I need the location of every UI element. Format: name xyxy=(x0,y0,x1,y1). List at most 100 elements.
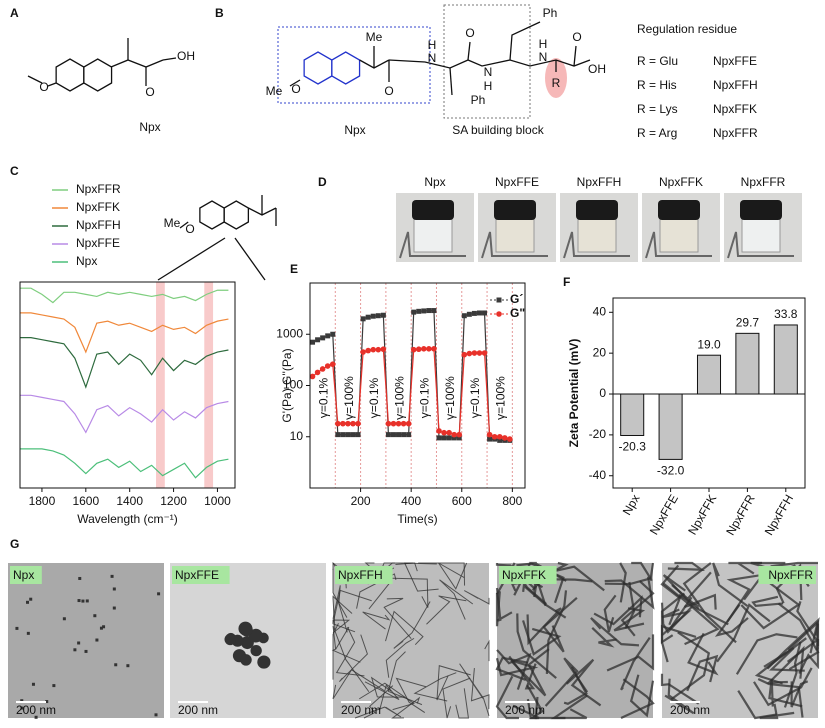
ring xyxy=(83,58,113,92)
fiber xyxy=(606,634,655,672)
marker xyxy=(471,310,477,316)
panel-label: C xyxy=(10,164,19,178)
atom-label: H xyxy=(428,38,437,52)
marker xyxy=(491,433,498,440)
marker xyxy=(471,350,478,356)
scale-bar-label: 200 nm xyxy=(670,703,710,717)
x-tick-label: 400 xyxy=(401,494,421,508)
marker xyxy=(487,436,493,442)
particle xyxy=(26,631,30,635)
fiber xyxy=(392,577,429,608)
vial-stand xyxy=(481,231,548,259)
atom-label: OH xyxy=(588,62,606,76)
marker xyxy=(476,350,483,356)
x-tick-label: 800 xyxy=(502,494,522,508)
particle xyxy=(85,599,89,603)
panel-label: F xyxy=(563,275,570,289)
marker xyxy=(456,431,463,438)
bar xyxy=(658,393,683,460)
fiber xyxy=(464,590,490,605)
fiber xyxy=(670,631,711,701)
fiber xyxy=(391,696,421,719)
atom-label: N xyxy=(428,51,437,65)
fiber xyxy=(522,620,562,656)
fiber xyxy=(619,562,627,603)
residue-highlight xyxy=(545,58,567,98)
vial-stand xyxy=(727,231,794,259)
marker xyxy=(446,435,452,441)
fiber xyxy=(786,601,819,663)
particle xyxy=(20,699,24,703)
image-label-bg xyxy=(499,566,557,584)
marker xyxy=(406,432,412,438)
fiber xyxy=(511,648,550,697)
fiber xyxy=(364,681,400,711)
atom-label: N xyxy=(539,50,548,64)
fiber xyxy=(550,694,588,720)
bar xyxy=(696,354,722,395)
image-label-bg xyxy=(335,566,393,584)
marker xyxy=(400,420,407,427)
fiber xyxy=(354,706,402,719)
fiber xyxy=(683,593,717,610)
atom-label: O xyxy=(572,30,581,44)
tem-image xyxy=(8,563,164,718)
image-label: Npx xyxy=(13,568,34,582)
annotation: γ=100% xyxy=(494,376,508,420)
y-axis-label: Zeta Potential (mV) xyxy=(567,339,581,448)
atom-label: Me xyxy=(266,84,283,98)
aggregate xyxy=(240,623,253,637)
legend-marker xyxy=(496,311,502,317)
marker xyxy=(390,420,397,427)
bond xyxy=(573,45,577,67)
marker xyxy=(335,420,341,427)
fiber xyxy=(753,667,813,707)
sa-box xyxy=(443,4,531,119)
legend-label: G" xyxy=(510,306,525,320)
marker xyxy=(446,429,452,436)
fiber xyxy=(533,574,547,607)
marker xyxy=(431,308,437,314)
marker xyxy=(451,435,457,441)
marker xyxy=(496,433,503,440)
marker xyxy=(390,432,396,438)
panel-label: A xyxy=(10,6,19,20)
bond xyxy=(162,57,177,61)
x-tick-label: Npx xyxy=(620,492,643,517)
marker xyxy=(365,314,371,320)
legend-label: Npx xyxy=(76,254,97,268)
marker xyxy=(431,346,437,352)
atom-label: O xyxy=(465,26,474,40)
fiber xyxy=(362,611,391,630)
image-label: NpxFFH xyxy=(338,568,383,582)
fiber xyxy=(728,561,763,575)
y-tick-label: 100 xyxy=(283,378,303,392)
fiber xyxy=(495,675,519,720)
fiber xyxy=(667,561,706,571)
x-tick-label: 1800 xyxy=(29,494,56,508)
panel-label: G xyxy=(10,537,19,551)
value-label: -32.0 xyxy=(657,464,685,478)
bond xyxy=(289,79,301,87)
image-label: NpxFFE xyxy=(175,568,219,582)
marker xyxy=(345,420,351,427)
particle xyxy=(157,592,161,596)
fiber xyxy=(395,677,427,713)
marker xyxy=(421,308,427,314)
marker xyxy=(395,420,402,427)
marker xyxy=(385,432,391,438)
marker xyxy=(396,432,402,438)
marker xyxy=(309,373,316,380)
marker xyxy=(340,432,346,438)
marker xyxy=(335,432,341,438)
marker xyxy=(360,349,366,355)
fiber xyxy=(783,641,802,708)
marker xyxy=(426,308,432,314)
residue: R = Arg xyxy=(637,126,677,140)
image-label: NpxFFR xyxy=(768,568,813,582)
annotation: γ=100% xyxy=(392,376,406,420)
atom-label: H xyxy=(539,37,548,51)
particle xyxy=(110,574,114,578)
particle xyxy=(34,715,38,719)
marker xyxy=(401,432,407,438)
